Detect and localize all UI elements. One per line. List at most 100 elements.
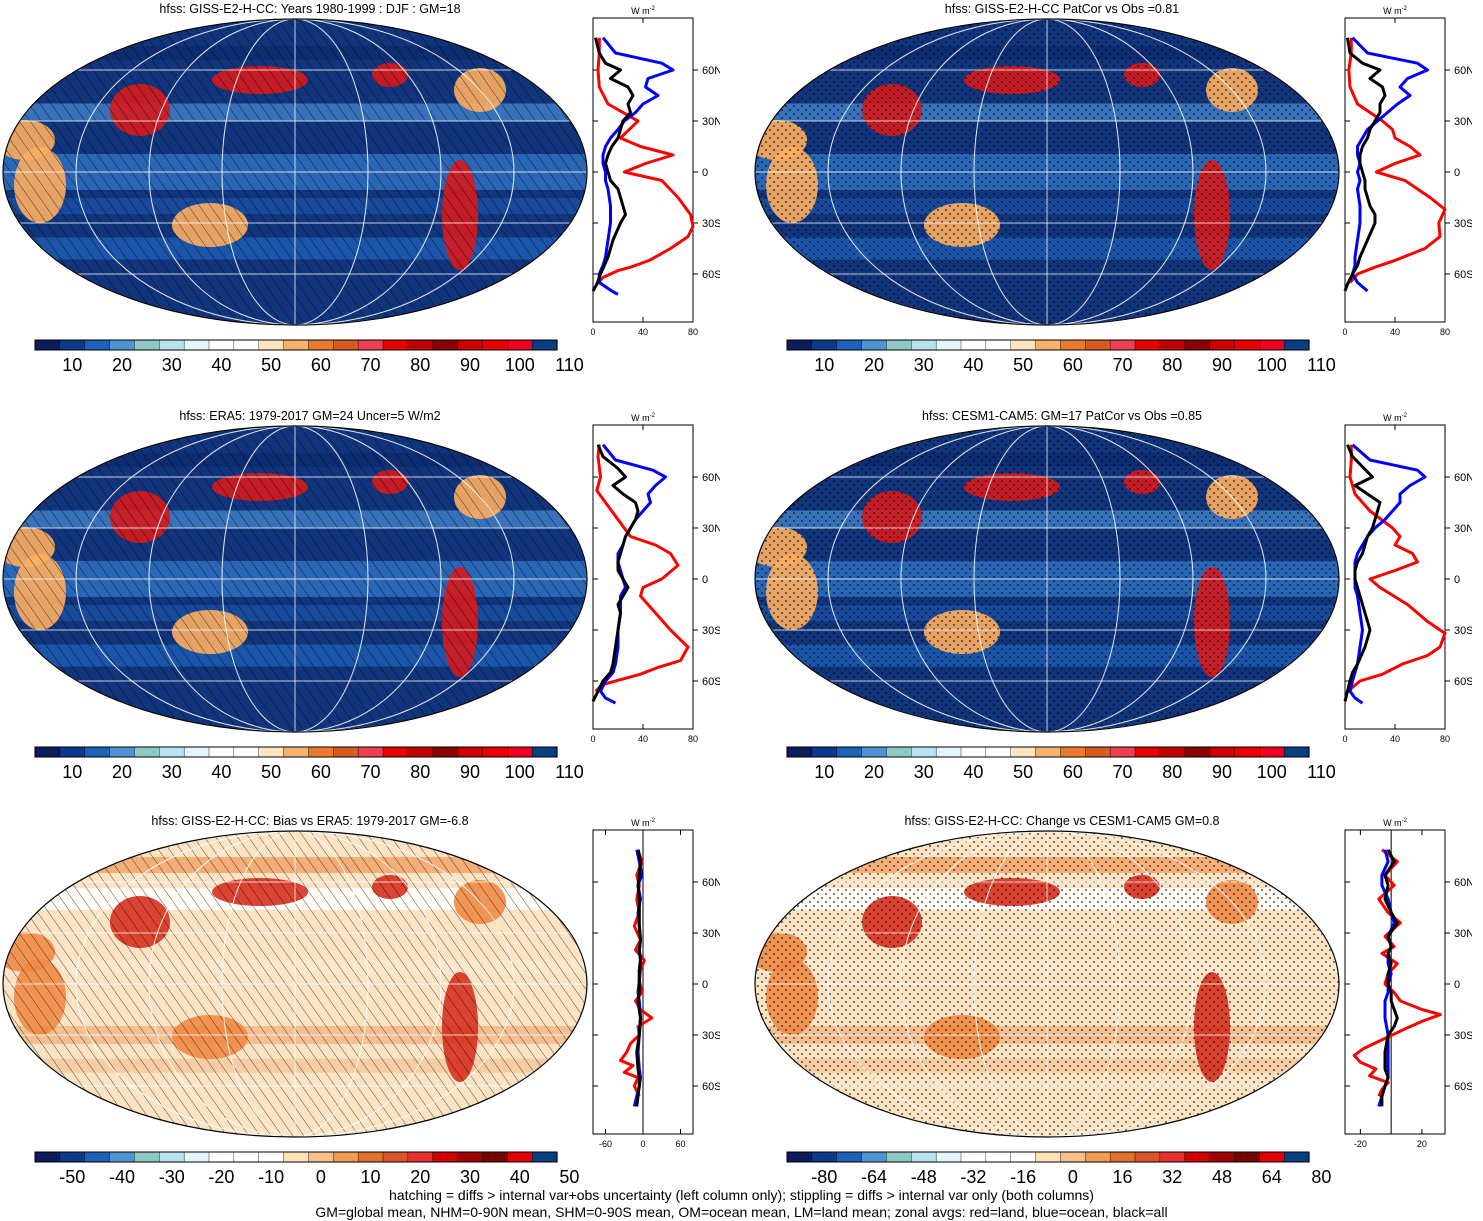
colorbar-swatch bbox=[1159, 339, 1186, 351]
profile-line-land bbox=[594, 444, 690, 693]
colorbar-swatch bbox=[960, 1151, 987, 1163]
colorbar-label: 20 bbox=[112, 762, 132, 782]
colorbar-swatch bbox=[457, 1151, 484, 1163]
colorbar: 10 20 30 40 50 60 70 80 90 100 110 bbox=[786, 339, 1336, 375]
colorbar-swatch bbox=[134, 746, 160, 758]
colorbar-swatch bbox=[507, 339, 533, 351]
colorbar-label: 30 bbox=[914, 355, 934, 375]
colorbar-label: -48 bbox=[911, 1167, 937, 1187]
colorbar-label: -64 bbox=[861, 1167, 887, 1187]
colorbar-swatch bbox=[59, 339, 86, 351]
colorbar-swatch bbox=[357, 339, 384, 351]
zonal-profile: W m-2 60N 30N 0 30S 60S 0 40 80 bbox=[590, 6, 720, 337]
meridian-line bbox=[148, 831, 442, 1137]
colorbar-swatch bbox=[482, 339, 508, 351]
colorbar-swatch bbox=[382, 746, 409, 758]
lat-tick-label: 0 bbox=[1454, 574, 1460, 586]
colorbar-swatch bbox=[1134, 1151, 1161, 1163]
lat-tick-label: 60N bbox=[1454, 472, 1472, 484]
colorbar-swatch bbox=[1184, 1151, 1211, 1163]
footer-line-2: GM=global mean, NHM=0-90N mean, SHM=0-90… bbox=[315, 1204, 1168, 1220]
colorbar-swatch bbox=[935, 339, 962, 351]
zonal-profile: W m-2 60N 30N 0 30S 60S 0 40 80 bbox=[1342, 6, 1472, 337]
colorbar-swatch bbox=[308, 339, 334, 351]
colorbar-label: 70 bbox=[361, 355, 381, 375]
colorbar-swatch bbox=[34, 746, 61, 758]
colorbar-swatch bbox=[1060, 339, 1086, 351]
colorbar-swatch bbox=[811, 339, 838, 351]
colorbar-label: 60 bbox=[1063, 355, 1083, 375]
colorbar-swatch bbox=[1234, 746, 1260, 758]
colorbar-label: 110 bbox=[555, 762, 584, 782]
colorbar-swatch bbox=[34, 339, 61, 351]
colorbar: 10 20 30 40 50 60 70 80 90 100 110 bbox=[34, 746, 584, 782]
colorbar-label: 10 bbox=[62, 355, 82, 375]
colorbar-swatch bbox=[233, 746, 260, 758]
colorbar-swatch bbox=[1159, 1151, 1186, 1163]
meridian-line bbox=[827, 19, 1267, 325]
colorbar-swatch bbox=[911, 746, 937, 758]
colorbar-swatch bbox=[333, 339, 359, 351]
lat-tick-label: 30N bbox=[1454, 523, 1472, 535]
colorbar-swatch bbox=[531, 1151, 558, 1163]
colorbar-label: 110 bbox=[1307, 355, 1336, 375]
x-tick-label: 60 bbox=[675, 1139, 685, 1149]
colorbar-label: 64 bbox=[1262, 1167, 1282, 1187]
colorbar-swatch bbox=[786, 1151, 813, 1163]
lat-tick-label: 30S bbox=[1454, 218, 1472, 230]
colorbar-label: 16 bbox=[1113, 1167, 1133, 1187]
colorbar-swatch bbox=[109, 1151, 136, 1163]
colorbar-swatch bbox=[283, 339, 310, 351]
map-outline bbox=[754, 18, 1340, 326]
meridian-line bbox=[900, 426, 1194, 732]
colorbar-label: 32 bbox=[1162, 1167, 1182, 1187]
colorbar-swatch bbox=[985, 339, 1012, 351]
colorbar-label: 100 bbox=[505, 355, 535, 375]
colorbar-swatch bbox=[1035, 1151, 1062, 1163]
colorbar-label: 40 bbox=[211, 355, 231, 375]
colorbar: 10 20 30 40 50 60 70 80 90 100 110 bbox=[34, 339, 584, 375]
x-tick-label: 80 bbox=[688, 734, 698, 744]
colorbar-swatch bbox=[482, 1151, 508, 1163]
profile-line-all bbox=[591, 37, 635, 292]
x-tick-label: 40 bbox=[1390, 327, 1400, 337]
profile-units: W m-2 bbox=[1383, 413, 1407, 423]
colorbar-swatch bbox=[911, 339, 937, 351]
panel-change: hfss: GISS-E2-H-CC: Change vs CESM1-CAM5… bbox=[752, 812, 1472, 1207]
lat-tick-label: 60S bbox=[702, 1081, 720, 1093]
colorbar-label: 110 bbox=[1307, 762, 1336, 782]
colorbar-label: 100 bbox=[505, 762, 535, 782]
colorbar-swatch bbox=[357, 1151, 384, 1163]
lat-tick-label: 60S bbox=[1454, 1081, 1472, 1093]
colorbar-label: 50 bbox=[1013, 762, 1033, 782]
colorbar-label: 70 bbox=[361, 762, 381, 782]
map-body bbox=[755, 19, 1339, 325]
colorbar-label: 80 bbox=[410, 762, 430, 782]
colorbar-swatch bbox=[382, 1151, 409, 1163]
map: W m-2 60N 30N 0 30S 60S -60 0 60 -50 -40 -30 -20 -10 0… bbox=[2, 818, 720, 1187]
colorbar-label: -80 bbox=[811, 1167, 837, 1187]
colorbar-swatch bbox=[1109, 339, 1136, 351]
colorbar-swatch bbox=[34, 1151, 61, 1163]
map-body bbox=[755, 831, 1339, 1137]
profile-units: W m-2 bbox=[631, 413, 655, 423]
colorbar-swatch bbox=[59, 746, 86, 758]
colorbar-swatch bbox=[482, 746, 508, 758]
colorbar-label: 90 bbox=[460, 355, 480, 375]
colorbar-swatch bbox=[786, 339, 813, 351]
colorbar-label: 40 bbox=[510, 1167, 530, 1187]
colorbar-label: 20 bbox=[112, 355, 132, 375]
colorbar-swatch bbox=[283, 746, 310, 758]
meridian-line bbox=[221, 426, 369, 732]
panel-title: hfss: GISS-E2-H-CC: Bias vs ERA5: 1979-2… bbox=[151, 814, 469, 828]
profile-line-all bbox=[1380, 849, 1399, 1107]
profile-units: W m-2 bbox=[1383, 6, 1407, 16]
x-tick-label: 80 bbox=[688, 327, 698, 337]
colorbar-swatch bbox=[886, 746, 912, 758]
profile-frame bbox=[592, 17, 694, 323]
colorbar-swatch bbox=[308, 746, 334, 758]
colorbar-label: -40 bbox=[109, 1167, 135, 1187]
colorbar-swatch bbox=[1134, 339, 1161, 351]
colorbar-swatch bbox=[258, 339, 285, 351]
colorbar-swatch bbox=[432, 339, 459, 351]
